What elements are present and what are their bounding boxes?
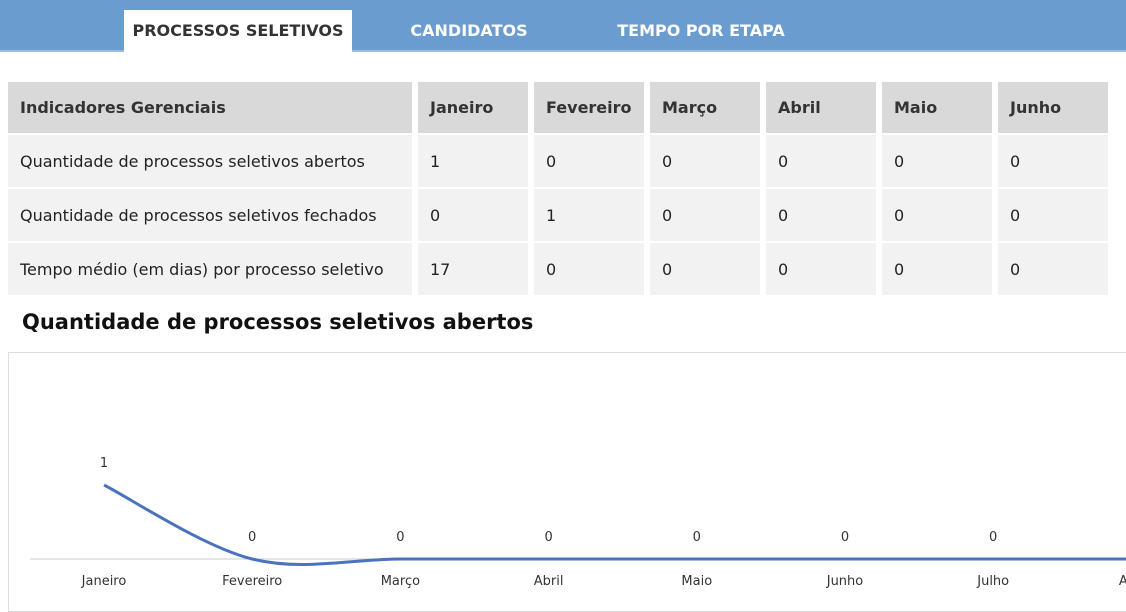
table-cell: 1 (418, 135, 528, 187)
table-cell: 0 (766, 135, 876, 187)
header-cell: Junho (998, 82, 1108, 133)
x-tick-label: Abril (534, 574, 564, 589)
table-cell: 0 (882, 243, 992, 295)
value-label: 0 (544, 530, 552, 545)
header-cell: Março (650, 82, 760, 133)
table-cell: 0 (534, 243, 644, 295)
line (103, 483, 1126, 566)
table-cell: 0 (650, 243, 760, 295)
table-cell: 0 (998, 135, 1108, 187)
header-cell: Abril (766, 82, 876, 133)
table-cell: Quantidade de processos seletivos aberto… (8, 135, 412, 187)
table-cell: 0 (650, 135, 760, 187)
header-cell: Fevereiro (534, 82, 644, 133)
tab[interactable]: CANDIDATOS (410, 21, 528, 40)
table-cell: Quantidade de processos seletivos fechad… (8, 189, 412, 241)
table-row: Tempo médio (em dias) por processo selet… (8, 243, 1108, 295)
table-cell: 0 (882, 189, 992, 241)
table-cell: 0 (998, 243, 1108, 295)
table-cell: 0 (882, 135, 992, 187)
table-cell: 0 (650, 189, 760, 241)
table-row: Quantidade de processos seletivos aberto… (8, 135, 1108, 187)
header-cell: Indicadores Gerenciais (8, 82, 412, 133)
x-tick-label: Junho (826, 574, 864, 589)
x-tick-label: Maio (681, 574, 712, 589)
indicators-table: Indicadores Gerenciais Janeiro Fevereiro Ma… (2, 80, 1114, 297)
value-label: 0 (841, 530, 849, 545)
value-label: 0 (989, 530, 997, 545)
section-title: Quantidade de processos seletivos aberto… (22, 310, 534, 334)
x-tick-label: Fevereiro (222, 574, 282, 589)
tab[interactable]: TEMPO POR ETAPA (617, 21, 785, 40)
tab-bar: PROCESSOS SELETIVOS CANDIDATOS TEMPO POR… (0, 0, 1126, 52)
table-row: Quantidade de processos seletivos fechad… (8, 189, 1108, 241)
table-cell: 0 (998, 189, 1108, 241)
tab[interactable]: PROCESSOS SELETIVOS (124, 10, 352, 52)
value-label: 1 (100, 456, 108, 471)
value-label: 0 (248, 530, 256, 545)
x-tick-label: Julho (976, 574, 1009, 589)
table-cell: Tempo médio (em dias) por processo selet… (8, 243, 412, 295)
value-label: 0 (693, 530, 701, 545)
chart: 1 Janeiro 0 Fevereiro 0 Março 0 Abril 0 Maio 0 Junh… (30, 456, 1126, 589)
header-cell: Maio (882, 82, 992, 133)
header-row: Indicadores Gerenciais Janeiro Fevereiro Ma… (8, 82, 1108, 133)
header-cell: Janeiro (418, 82, 528, 133)
value-label: 0 (396, 530, 404, 545)
x-tick-label: Janeiro (81, 574, 127, 589)
table-cell: 0 (534, 135, 644, 187)
table-cell: 0 (766, 189, 876, 241)
x-tick-label: Março (381, 574, 420, 589)
x-tick-label: Agosto (1119, 574, 1126, 589)
table-cell: 17 (418, 243, 528, 295)
table-cell: 1 (534, 189, 644, 241)
table-cell: 0 (766, 243, 876, 295)
table-cell: 0 (418, 189, 528, 241)
